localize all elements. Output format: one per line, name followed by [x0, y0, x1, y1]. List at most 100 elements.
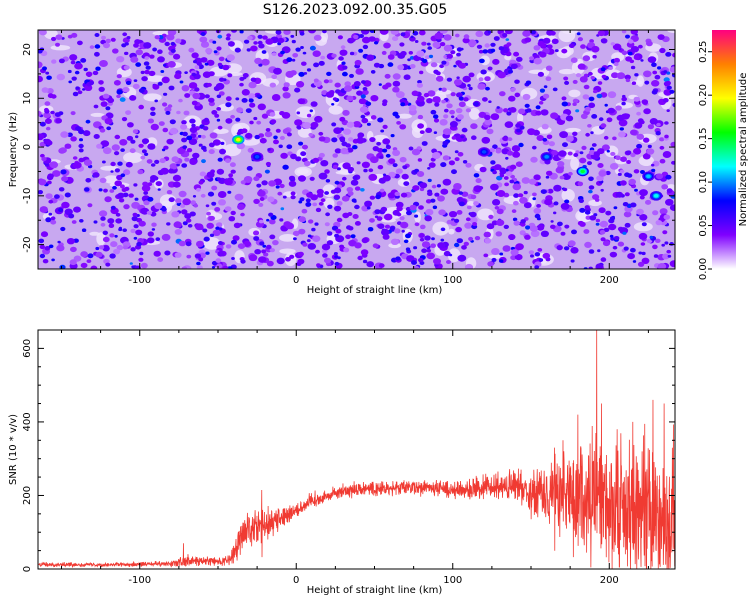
heatmap-cell	[320, 55, 326, 60]
heatmap-cell	[248, 254, 258, 262]
heatmap-cell	[387, 62, 394, 67]
heatmap-cell	[318, 172, 328, 180]
heatmap-cell	[86, 259, 92, 263]
heatmap-cell	[325, 91, 334, 98]
heatmap-cell	[399, 124, 407, 130]
heatmap-cell	[92, 172, 100, 178]
heatmap-cell	[196, 265, 203, 269]
heatmap-cell	[157, 56, 165, 63]
heatmap-cell	[410, 35, 414, 39]
heatmap-cell	[439, 64, 444, 69]
heatmap-cell	[599, 230, 606, 235]
heatmap-cell	[293, 237, 297, 241]
heatmap-cell	[216, 94, 222, 99]
heatmap-cell	[235, 117, 241, 122]
heatmap-cell	[545, 76, 552, 81]
heatmap-cell	[626, 173, 633, 178]
heatmap-cell	[205, 251, 210, 255]
heatmap-cell	[253, 236, 260, 241]
heatmap-cell	[164, 106, 172, 113]
heatmap-cell	[400, 102, 406, 107]
heatmap-cell	[143, 191, 149, 195]
heatmap-cell	[249, 102, 256, 108]
heatmap-cell	[534, 213, 541, 219]
heatmap-cell	[651, 168, 656, 173]
heatmap-cell	[458, 62, 467, 69]
y-axis-label: SNR (10 * v/v)	[8, 414, 19, 485]
heatmap-cell	[427, 90, 436, 97]
heatmap-cell	[132, 83, 140, 90]
heatmap-cell	[69, 54, 78, 61]
heatmap-cell	[450, 92, 456, 97]
heatmap-hotspot	[254, 155, 260, 159]
heatmap-cell	[532, 192, 537, 197]
heatmap-cell	[107, 97, 115, 104]
heatmap-cell	[551, 38, 559, 45]
heatmap-cell	[83, 67, 88, 72]
heatmap-cell	[588, 149, 596, 155]
heatmap-cell	[218, 199, 226, 206]
heatmap-cell	[44, 107, 49, 112]
heatmap-cell	[530, 30, 536, 35]
heatmap-cell	[588, 199, 602, 207]
heatmap-cell	[325, 179, 331, 183]
heatmap-cell	[180, 124, 188, 130]
heatmap-cell	[354, 242, 362, 249]
heatmap-cell	[98, 188, 103, 192]
heatmap-cell	[537, 40, 545, 47]
heatmap-cell	[455, 226, 462, 233]
heatmap-cell	[224, 178, 233, 186]
heatmap-cell	[168, 85, 175, 91]
heatmap-cell	[269, 219, 276, 225]
heatmap-cell	[93, 220, 98, 224]
heatmap-cell	[188, 138, 198, 146]
heatmap-cell	[215, 82, 225, 90]
heatmap-cell	[437, 242, 446, 249]
heatmap-cell	[577, 181, 584, 187]
heatmap-cell	[277, 37, 285, 44]
heatmap-cell	[454, 150, 459, 154]
heatmap-cell	[479, 166, 487, 173]
heatmap-cell	[259, 197, 265, 201]
heatmap-cell	[505, 156, 509, 160]
heatmap-cell	[419, 130, 425, 135]
heatmap-cell	[235, 97, 240, 101]
heatmap-cell	[512, 151, 521, 158]
heatmap-cell	[441, 99, 446, 104]
heatmap-cell	[482, 49, 489, 54]
heatmap-cell	[430, 109, 437, 115]
heatmap-cell	[261, 58, 270, 66]
heatmap-cell	[608, 223, 617, 231]
heatmap-cell	[116, 56, 125, 63]
heatmap-cell	[165, 110, 171, 115]
heatmap-cell	[651, 90, 658, 95]
heatmap-cell	[186, 218, 192, 223]
heatmap-cell	[111, 144, 120, 151]
heatmap-cell	[636, 208, 644, 215]
heatmap-cell	[448, 228, 455, 235]
heatmap-cell	[515, 161, 523, 167]
heatmap-cell	[130, 228, 136, 234]
heatmap-cell	[294, 119, 303, 126]
heatmap-cell	[214, 207, 221, 212]
heatmap-cell	[414, 214, 419, 218]
heatmap-cell	[182, 145, 188, 150]
heatmap-cell	[78, 143, 84, 149]
heatmap-cell	[540, 230, 550, 237]
heatmap-cell	[510, 174, 515, 179]
heatmap-cell	[103, 42, 110, 49]
heatmap-cell	[116, 244, 124, 251]
heatmap-cell	[326, 71, 332, 76]
heatmap-cell	[361, 161, 370, 168]
heatmap-cell	[90, 177, 95, 181]
heatmap-cell	[418, 205, 424, 210]
heatmap-cell	[437, 195, 445, 202]
heatmap-cell	[502, 245, 511, 252]
heatmap-cell	[539, 88, 546, 93]
heatmap-cell	[427, 178, 432, 183]
heatmap-cell	[666, 71, 671, 75]
heatmap-cell	[67, 69, 72, 74]
heatmap-cell	[615, 155, 621, 161]
